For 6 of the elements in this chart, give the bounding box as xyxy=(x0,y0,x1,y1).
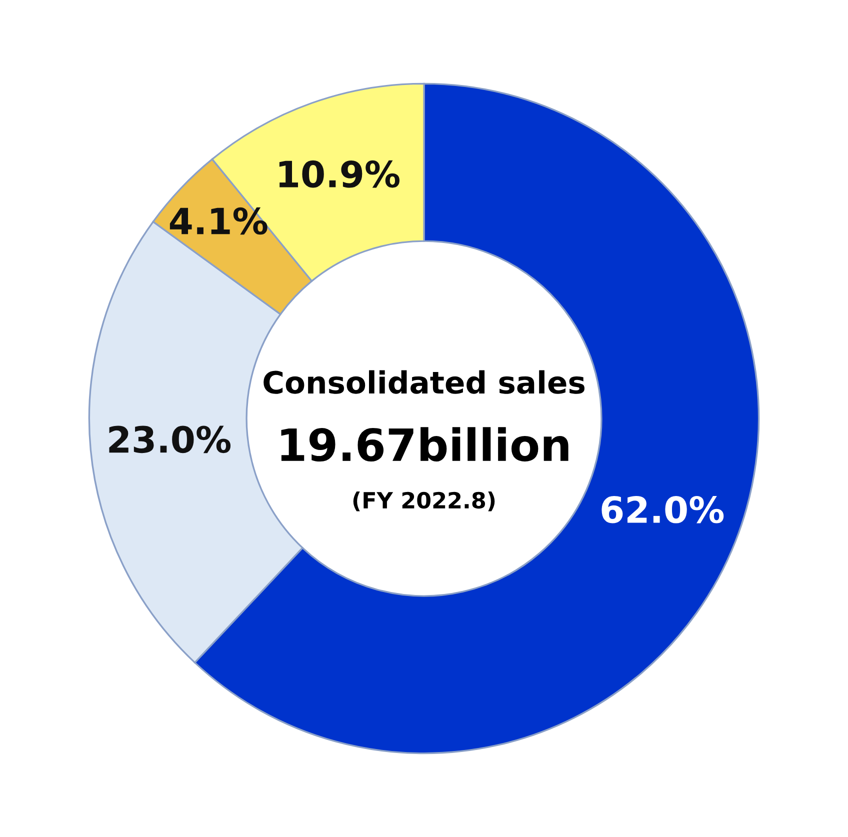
data-label: 10.9% xyxy=(279,160,400,188)
text: (FY 2022.8) xyxy=(353,491,495,512)
data-label: 62.0% xyxy=(602,496,724,524)
text: Consolidated sales xyxy=(264,370,584,394)
text: 19.67billion xyxy=(281,427,568,462)
data-label: 23.0% xyxy=(109,426,231,454)
